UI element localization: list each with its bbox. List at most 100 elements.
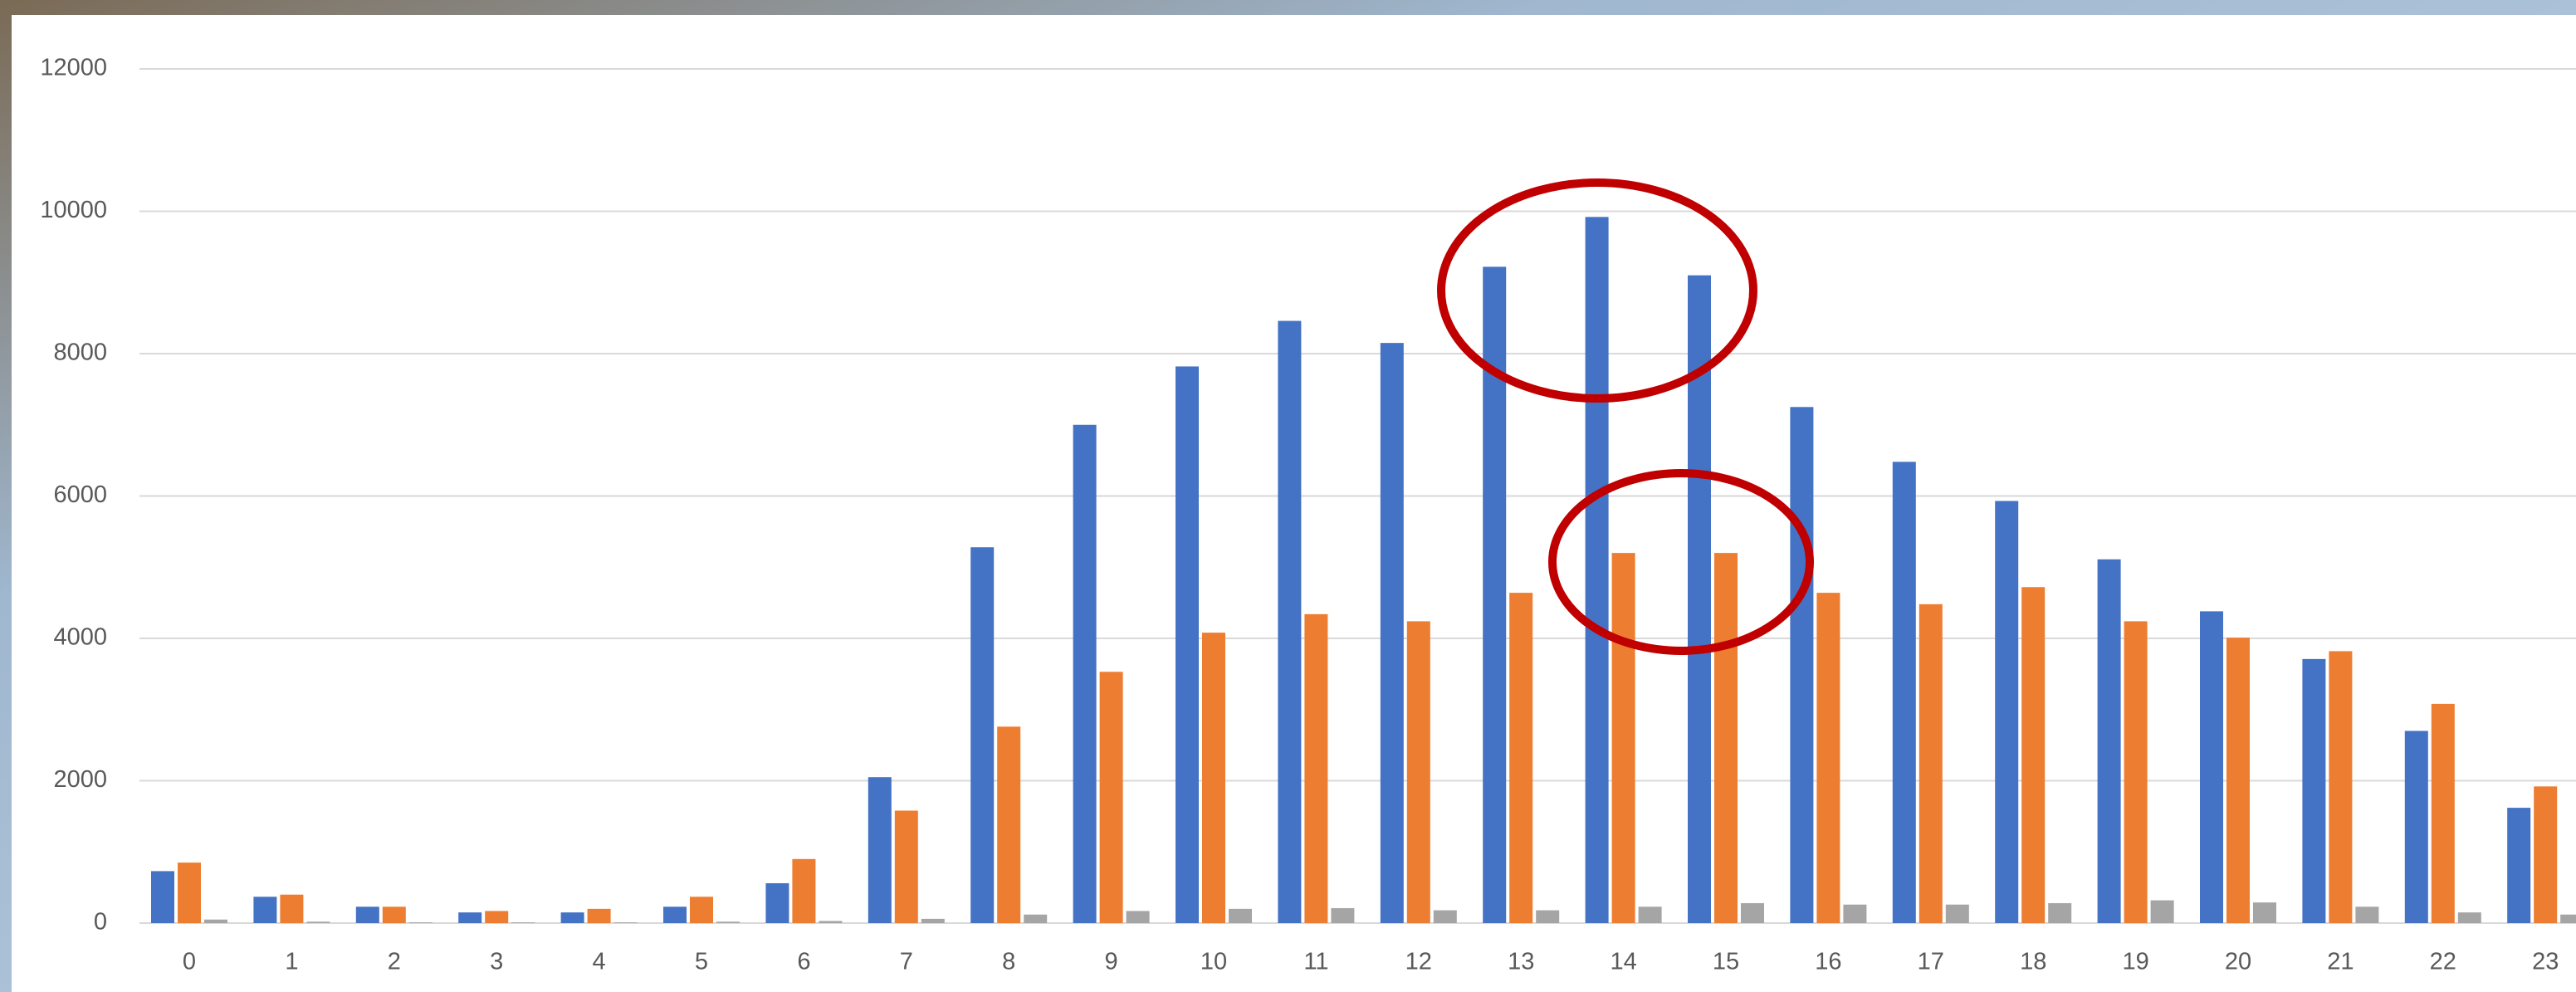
bar	[690, 897, 713, 923]
bar	[2200, 611, 2223, 923]
bar	[2355, 906, 2379, 923]
bar	[1714, 553, 1738, 923]
bar	[2021, 587, 2046, 923]
highlight-ellipse	[1548, 469, 1814, 655]
bar	[663, 906, 687, 923]
bar	[1995, 501, 2019, 923]
bar	[1945, 904, 1969, 923]
bar	[1176, 366, 1199, 923]
bar	[2507, 808, 2531, 923]
bar	[382, 906, 406, 923]
bar	[2150, 900, 2174, 923]
x-tick-label: 14	[1610, 949, 1636, 975]
bar	[1816, 593, 1840, 923]
bar	[792, 858, 816, 923]
x-tick-label: 2	[388, 949, 401, 975]
bar	[970, 547, 995, 923]
y-tick-label: 8000	[53, 340, 107, 366]
bar	[1024, 914, 1048, 923]
x-tick-label: 0	[183, 949, 196, 975]
bar	[511, 922, 535, 923]
bar	[1536, 910, 1560, 923]
x-tick-label: 21	[2327, 949, 2354, 975]
bar	[1843, 904, 1867, 923]
bar	[1433, 910, 1457, 923]
bar	[2560, 914, 2576, 923]
bar	[280, 894, 304, 923]
x-tick-label: 3	[490, 949, 503, 975]
bar	[485, 911, 509, 923]
y-tick-label: 12000	[40, 55, 107, 81]
bar	[1073, 424, 1097, 923]
x-tick-label: 4	[593, 949, 606, 975]
bar	[1585, 217, 1609, 923]
x-tick-label: 8	[1002, 949, 1015, 975]
bar	[1919, 604, 1943, 923]
bar	[2227, 638, 2250, 923]
bar	[1331, 907, 1355, 923]
bar	[1688, 275, 1711, 923]
bar	[1509, 593, 1533, 923]
y-tick-label: 2000	[53, 766, 107, 793]
bar	[2302, 658, 2326, 923]
x-tick-label: 16	[1815, 949, 1841, 975]
x-tick-label: 6	[797, 949, 810, 975]
bar	[2404, 731, 2428, 923]
x-tick-label: 7	[900, 949, 913, 975]
bar	[204, 919, 227, 923]
bar	[1790, 407, 1814, 923]
bar	[2097, 559, 2121, 923]
x-tick-label: 23	[2532, 949, 2559, 975]
bar	[178, 863, 201, 923]
y-tick-label: 10000	[40, 197, 107, 223]
highlight-ellipse	[1437, 178, 1757, 403]
bar	[1638, 906, 1662, 923]
bar	[1380, 343, 1404, 923]
bar	[716, 921, 740, 923]
x-tick-label: 9	[1105, 949, 1118, 975]
bar	[997, 726, 1021, 923]
bar	[253, 897, 277, 923]
bar	[868, 777, 892, 923]
y-tick-label: 6000	[53, 481, 107, 508]
bar	[1278, 320, 1302, 923]
x-tick-label: 20	[2225, 949, 2251, 975]
x-tick-label: 19	[2122, 949, 2148, 975]
bar	[2534, 786, 2558, 923]
bar	[2124, 621, 2148, 923]
y-tick-label: 0	[94, 909, 107, 936]
x-tick-label: 22	[2430, 949, 2456, 975]
x-tick-label: 1	[285, 949, 298, 975]
x-tick-label: 17	[1918, 949, 1944, 975]
bar	[560, 912, 584, 923]
x-tick-label: 15	[1713, 949, 1739, 975]
bar	[921, 918, 945, 923]
x-tick-label: 11	[1303, 949, 1328, 975]
bar	[458, 912, 482, 923]
x-tick-label: 5	[695, 949, 708, 975]
bar	[587, 908, 611, 923]
bar	[2329, 651, 2353, 923]
bar	[2457, 912, 2481, 923]
bar	[1099, 672, 1123, 923]
bar	[1304, 613, 1328, 923]
bar	[1406, 621, 1430, 923]
bar	[765, 882, 789, 923]
bar	[1202, 633, 1225, 923]
bar	[151, 871, 174, 923]
bar	[1229, 908, 1252, 923]
bar	[819, 921, 843, 923]
x-tick-label: 13	[1508, 949, 1534, 975]
x-tick-label: 18	[2020, 949, 2046, 975]
bar	[1892, 462, 1916, 923]
bar	[408, 922, 433, 923]
bar	[355, 906, 379, 923]
bar	[2048, 902, 2072, 923]
bar	[306, 921, 330, 923]
bar	[1126, 911, 1150, 923]
bar	[2253, 902, 2276, 923]
bar	[2431, 703, 2455, 923]
bar	[1741, 902, 1764, 923]
